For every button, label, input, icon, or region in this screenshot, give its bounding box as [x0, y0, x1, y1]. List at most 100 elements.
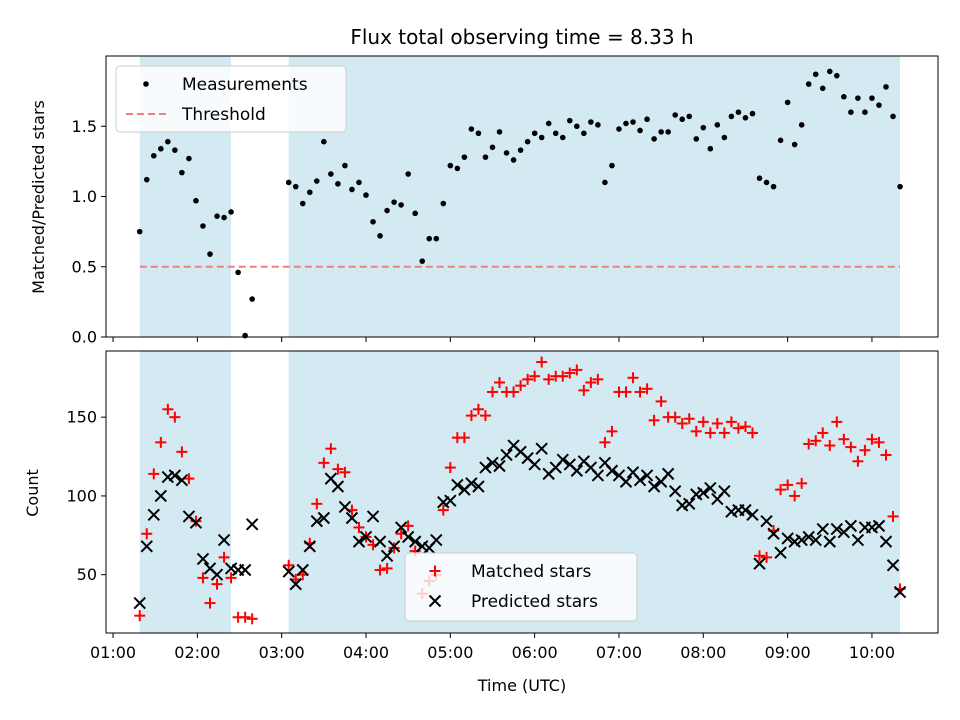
- data-point: [535, 442, 548, 455]
- data-point: [735, 109, 742, 115]
- data-point: [795, 533, 808, 547]
- data-point: [819, 85, 826, 92]
- data-point: [458, 432, 470, 444]
- data-point: [296, 563, 309, 577]
- data-point: [679, 116, 686, 123]
- data-point: [803, 438, 815, 450]
- data-point: [500, 448, 513, 462]
- data-point: [855, 95, 861, 101]
- x-tick-label: 04:00: [343, 643, 389, 662]
- data-point: [134, 610, 146, 622]
- count-panel: 50 100 150 01:00 02:00 03:00 04:00 05:00 06:00 07…: [66, 350, 939, 662]
- data-point: [433, 235, 440, 242]
- data-point: [826, 68, 833, 75]
- legend: Measurements Threshold: [115, 65, 347, 133]
- data-point: [172, 147, 178, 153]
- data-point: [155, 436, 167, 448]
- data-point: [210, 568, 224, 581]
- x-tick-label: 02:00: [174, 643, 220, 662]
- data-point: [602, 179, 608, 186]
- data-point: [162, 403, 174, 415]
- data-point: [640, 469, 654, 482]
- data-point: [683, 413, 695, 425]
- data-point: [503, 150, 510, 156]
- data-point: [314, 178, 320, 184]
- data-point: [238, 563, 252, 577]
- bottom-y-axis-label: Count: [23, 469, 42, 517]
- data-point: [472, 480, 485, 493]
- data-point: [707, 145, 714, 152]
- legend-label: Predicted stars: [471, 592, 598, 612]
- data-point: [557, 370, 569, 382]
- data-point: [405, 171, 411, 177]
- data-point: [777, 137, 784, 144]
- data-point: [581, 130, 587, 137]
- data-point: [493, 459, 506, 473]
- data-point: [742, 115, 749, 121]
- data-point: [756, 175, 763, 182]
- data-point: [196, 552, 210, 566]
- data-point: [585, 377, 597, 389]
- data-point: [543, 373, 555, 385]
- data-point: [655, 395, 667, 407]
- data-point: [812, 71, 819, 78]
- data-point: [217, 533, 231, 547]
- data-point: [430, 533, 443, 547]
- data-point: [214, 213, 220, 219]
- data-point: [852, 455, 864, 467]
- data-point: [616, 126, 622, 132]
- data-point: [285, 179, 292, 186]
- data-point: [796, 477, 808, 489]
- data-point: [648, 414, 660, 426]
- data-point: [242, 332, 248, 339]
- data-point: [339, 466, 351, 478]
- data-point: [746, 427, 758, 439]
- data-point: [408, 535, 422, 548]
- data-point: [718, 485, 731, 498]
- data-point: [311, 498, 323, 510]
- data-point: [517, 147, 524, 153]
- data-point: [342, 162, 348, 169]
- data-point: [528, 458, 541, 471]
- data-point: [739, 503, 752, 517]
- data-point: [235, 269, 241, 276]
- legend-handle: [429, 565, 441, 577]
- data-point: [714, 122, 721, 128]
- data-point: [749, 110, 756, 117]
- data-point: [767, 527, 780, 540]
- data-point: [325, 443, 337, 455]
- data-point: [686, 113, 693, 120]
- data-point: [570, 464, 584, 477]
- data-point: [169, 411, 181, 423]
- data-point: [588, 119, 594, 125]
- data-point: [475, 130, 482, 137]
- legend-label: Threshold: [181, 105, 266, 125]
- data-point: [353, 521, 365, 533]
- data-point: [380, 549, 394, 563]
- data-point: [574, 123, 580, 130]
- x-tick-label: 03:00: [259, 643, 305, 662]
- data-point: [486, 456, 499, 470]
- data-point: [468, 126, 475, 132]
- data-point: [377, 233, 383, 239]
- data-point: [175, 473, 189, 487]
- data-point: [454, 165, 461, 172]
- data-point: [644, 116, 650, 123]
- data-point: [830, 522, 844, 536]
- data-point: [545, 120, 552, 127]
- data-point: [668, 485, 682, 498]
- data-point: [880, 449, 892, 461]
- data-point: [154, 489, 168, 503]
- data-point: [536, 356, 548, 368]
- data-point: [637, 127, 643, 134]
- data-point: [704, 481, 717, 495]
- data-point: [893, 585, 907, 599]
- data-point: [784, 99, 791, 106]
- data-point: [133, 596, 146, 610]
- data-point: [444, 462, 456, 474]
- data-point: [472, 403, 484, 415]
- data-point: [552, 130, 559, 137]
- data-point: [486, 386, 498, 398]
- data-point: [810, 435, 822, 447]
